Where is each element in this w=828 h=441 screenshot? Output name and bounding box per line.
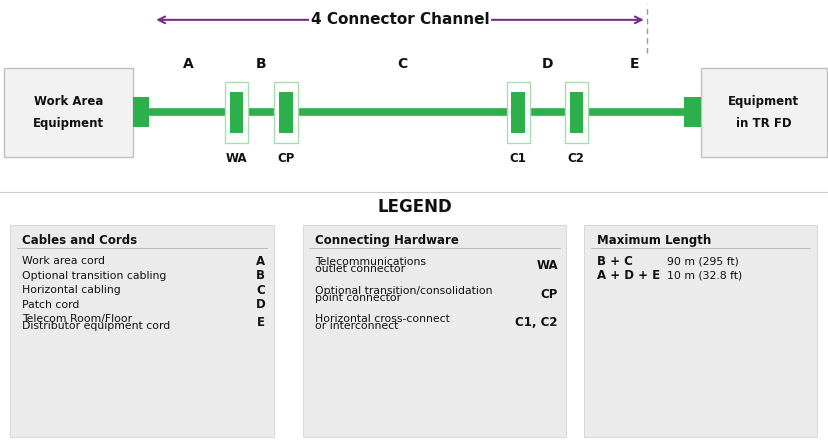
FancyBboxPatch shape [10, 225, 273, 437]
FancyBboxPatch shape [279, 92, 292, 133]
Text: C1: C1 [509, 152, 526, 165]
Text: 4 Connector Channel: 4 Connector Channel [310, 12, 489, 27]
Text: A: A [183, 57, 194, 71]
Text: or interconnect: or interconnect [315, 321, 398, 331]
Text: WA: WA [225, 152, 247, 165]
Text: Maximum Length: Maximum Length [596, 234, 710, 247]
Text: E: E [257, 316, 265, 329]
Text: Horizontal cross-connect: Horizontal cross-connect [315, 314, 450, 324]
Text: B: B [256, 269, 265, 282]
FancyBboxPatch shape [700, 68, 826, 157]
Text: D: D [255, 298, 265, 311]
Text: A + D + E: A + D + E [596, 269, 659, 282]
Text: E: E [628, 57, 638, 71]
Text: CP: CP [540, 288, 557, 301]
Text: C1, C2: C1, C2 [515, 316, 557, 329]
FancyBboxPatch shape [584, 225, 816, 437]
Text: B + C: B + C [596, 254, 632, 268]
Text: Horizontal cabling: Horizontal cabling [22, 285, 121, 295]
Text: outlet connector: outlet connector [315, 265, 405, 274]
Text: Distributor equipment cord: Distributor equipment cord [22, 321, 171, 331]
Text: CP: CP [277, 152, 294, 165]
Text: A: A [256, 254, 265, 268]
FancyBboxPatch shape [224, 82, 248, 143]
Text: C2: C2 [567, 152, 584, 165]
FancyBboxPatch shape [506, 82, 529, 143]
FancyBboxPatch shape [132, 97, 149, 127]
Text: Work area cord: Work area cord [22, 256, 105, 266]
Text: Telecom Room/Floor: Telecom Room/Floor [22, 314, 132, 324]
Text: Equipment: Equipment [728, 95, 798, 108]
Text: in TR FD: in TR FD [735, 117, 791, 130]
Text: Cables and Cords: Cables and Cords [22, 234, 137, 247]
FancyBboxPatch shape [274, 82, 297, 143]
Text: Telecommunications: Telecommunications [315, 258, 426, 267]
Text: Optional transition/consolidation: Optional transition/consolidation [315, 286, 492, 296]
Text: C: C [397, 57, 407, 71]
Text: C: C [256, 284, 265, 297]
Text: point connector: point connector [315, 293, 401, 303]
FancyBboxPatch shape [511, 92, 524, 133]
FancyBboxPatch shape [564, 82, 587, 143]
Text: Patch cord: Patch cord [22, 300, 79, 310]
Text: Equipment: Equipment [33, 117, 104, 130]
Text: WA: WA [536, 259, 557, 273]
Text: LEGEND: LEGEND [377, 198, 451, 216]
Text: B: B [256, 57, 266, 71]
FancyBboxPatch shape [302, 225, 566, 437]
Text: D: D [541, 57, 552, 71]
FancyBboxPatch shape [569, 92, 582, 133]
Text: Connecting Hardware: Connecting Hardware [315, 234, 459, 247]
FancyBboxPatch shape [683, 97, 700, 127]
FancyBboxPatch shape [4, 68, 132, 157]
Text: 90 m (295 ft): 90 m (295 ft) [667, 256, 739, 266]
Text: Optional transition cabling: Optional transition cabling [22, 271, 166, 280]
Text: Work Area: Work Area [34, 95, 103, 108]
Text: 10 m (32.8 ft): 10 m (32.8 ft) [667, 271, 742, 280]
FancyBboxPatch shape [229, 92, 243, 133]
